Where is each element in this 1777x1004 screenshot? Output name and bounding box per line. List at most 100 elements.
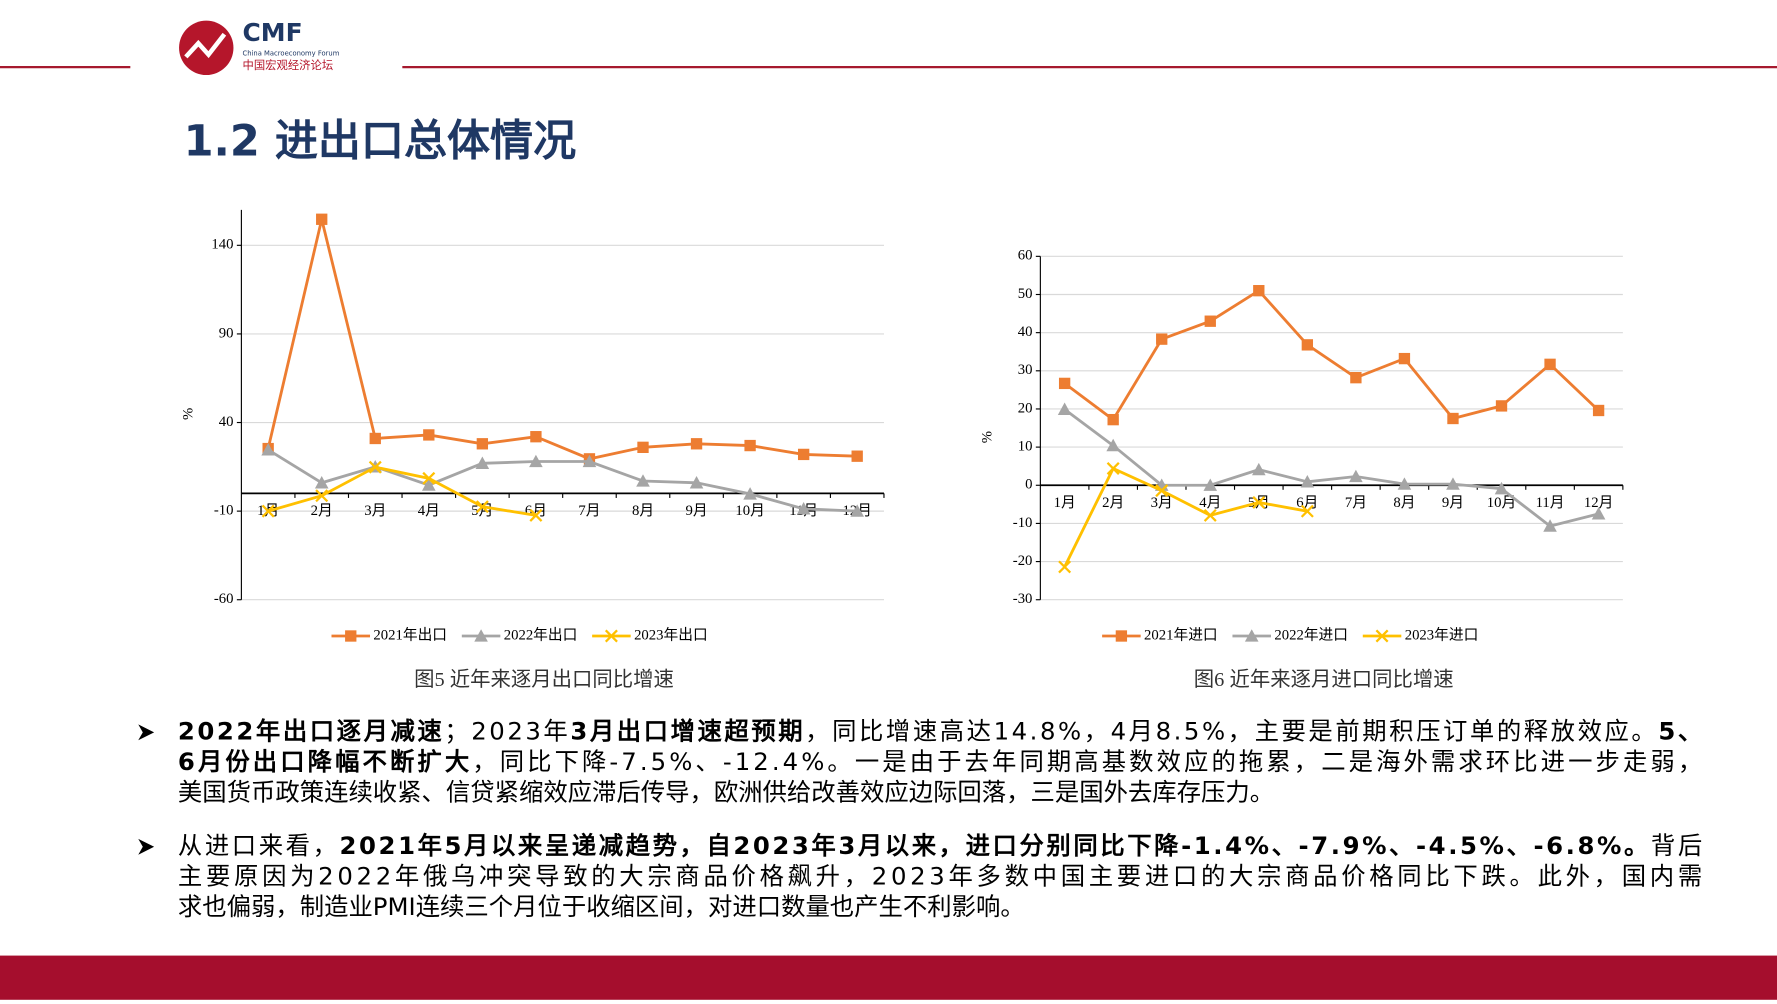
marker <box>1350 372 1362 384</box>
marker <box>261 443 275 456</box>
legend-label: 2022年出口 <box>504 626 578 643</box>
marker <box>1447 412 1459 425</box>
marker <box>1300 504 1314 518</box>
marker <box>475 456 490 469</box>
logo-icon <box>184 32 227 59</box>
marker <box>345 630 357 642</box>
x-tick-label: 1月 <box>1054 495 1076 511</box>
y-tick-label: 20 <box>1018 400 1033 416</box>
x-tick-label: 9月 <box>686 503 708 519</box>
logo-subtitle: China Macroeconomy Forum <box>243 49 340 57</box>
y-tick-label: 40 <box>219 414 234 430</box>
bullet-line: 求也偏弱，制造业PMI连续三个月位于收缩区间，对进口数量也产生不利影响。 <box>178 892 1025 921</box>
marker <box>530 431 542 443</box>
chart-caption: 图5 近年来逐月出口同比增速 <box>414 668 674 691</box>
y-tick-label: 30 <box>1018 362 1033 378</box>
logo-cn: 中国宏观经济论坛 <box>243 58 334 72</box>
x-tick-label: 4月 <box>1199 495 1221 511</box>
marker <box>1398 352 1411 365</box>
series-line <box>1063 288 1600 422</box>
bullet-text: 5、 <box>1658 716 1702 745</box>
marker <box>476 438 489 450</box>
x-tick-label: 10月 <box>1487 495 1516 511</box>
y-tick-label: -10 <box>214 503 234 519</box>
x-tick-label: 7月 <box>578 503 600 519</box>
marker <box>1544 358 1556 370</box>
legend-label: 2023年出口 <box>634 626 708 643</box>
legend-label: 2021年进口 <box>1144 626 1218 643</box>
bullet-text: 2021年5月以来呈递减趋势，自2023年3月以来，进口分别同比下降-1.4%、… <box>340 831 1649 860</box>
marker <box>690 438 703 450</box>
legend-label: 2022年进口 <box>1274 626 1348 643</box>
marker <box>475 500 489 514</box>
marker <box>797 448 810 461</box>
marker <box>1244 629 1259 642</box>
marker <box>422 471 436 485</box>
marker <box>689 475 704 489</box>
marker <box>1349 469 1363 483</box>
x-tick-label: 3月 <box>364 503 386 519</box>
bullet-text: 美国货币政策连续收紧、信贷紧缩效应滞后传导，欧洲供给改善效应边际回落，三是国外去… <box>178 778 1274 807</box>
marker <box>261 504 275 518</box>
x-tick-label: 11月 <box>1536 495 1565 511</box>
marker <box>1156 333 1168 345</box>
marker <box>1155 484 1169 498</box>
marker <box>423 429 435 441</box>
marker <box>1107 413 1119 426</box>
marker <box>1204 315 1216 327</box>
marker <box>529 508 543 522</box>
y-tick-label: 50 <box>1018 286 1033 302</box>
legend-label: 2021年出口 <box>373 626 447 643</box>
marker <box>1494 481 1509 495</box>
x-tick-label: 7月 <box>1345 495 1367 511</box>
marker <box>1058 560 1072 574</box>
marker <box>422 478 436 491</box>
y-tick-label: -10 <box>1013 515 1033 531</box>
marker <box>316 213 328 225</box>
marker <box>369 432 381 445</box>
marker <box>636 474 650 487</box>
x-tick-label: 12月 <box>1584 495 1613 511</box>
x-tick-label: 9月 <box>1442 495 1464 511</box>
bullet-arrow <box>138 838 155 855</box>
bullet-line: 主要原因为2022年俄乌冲突导致的大宗商品价格飙升，2023年多数中国主要进口的… <box>178 861 1702 890</box>
y-tick-label: 140 <box>211 237 233 253</box>
y-tick-label: -60 <box>214 591 234 607</box>
marker <box>851 450 863 462</box>
marker <box>1057 402 1072 416</box>
y-axis-label: % <box>181 408 197 420</box>
marker <box>1203 478 1218 491</box>
series-line <box>1063 466 1308 568</box>
x-tick-label: 2月 <box>311 503 333 519</box>
y-tick-label: 90 <box>219 325 234 341</box>
y-tick-label: 10 <box>1018 438 1033 454</box>
slide-title: 1.2 进出口总体情况 <box>184 117 577 167</box>
marker <box>744 439 756 452</box>
marker <box>1495 400 1508 412</box>
y-tick-label: 0 <box>1025 477 1032 493</box>
y-tick-label: 40 <box>1018 324 1033 340</box>
marker <box>368 460 382 474</box>
marker <box>743 487 757 500</box>
marker <box>796 502 811 515</box>
marker <box>604 629 618 643</box>
marker <box>1106 462 1120 475</box>
series-line <box>267 465 537 517</box>
marker <box>1252 495 1266 509</box>
marker <box>637 441 649 453</box>
x-tick-label: 8月 <box>1393 495 1415 511</box>
bullet-arrow <box>138 724 155 741</box>
bullet-text: ，同比增速高达14.8%，4月8.5%，主要是前期积压订单的释放效应。 <box>805 716 1656 745</box>
marker <box>582 454 597 468</box>
marker <box>1203 508 1217 522</box>
chart-caption: 图6 近年来逐月进口同比增速 <box>1194 668 1454 691</box>
x-tick-label: 3月 <box>1151 495 1173 511</box>
bullet-line: 2022年出口逐月减速 ；2023年 3月出口增速超预期 ，同比增速高达14.8%，4… <box>178 716 1702 745</box>
y-tick-label: 60 <box>1018 248 1033 264</box>
marker <box>314 475 329 489</box>
bullet-text: 3月出口增速超预期 <box>570 716 802 745</box>
bullet-line: 从进口来看， 2021年5月以来呈递减趋势，自2023年3月以来，进口分别同比下降… <box>178 831 1702 860</box>
